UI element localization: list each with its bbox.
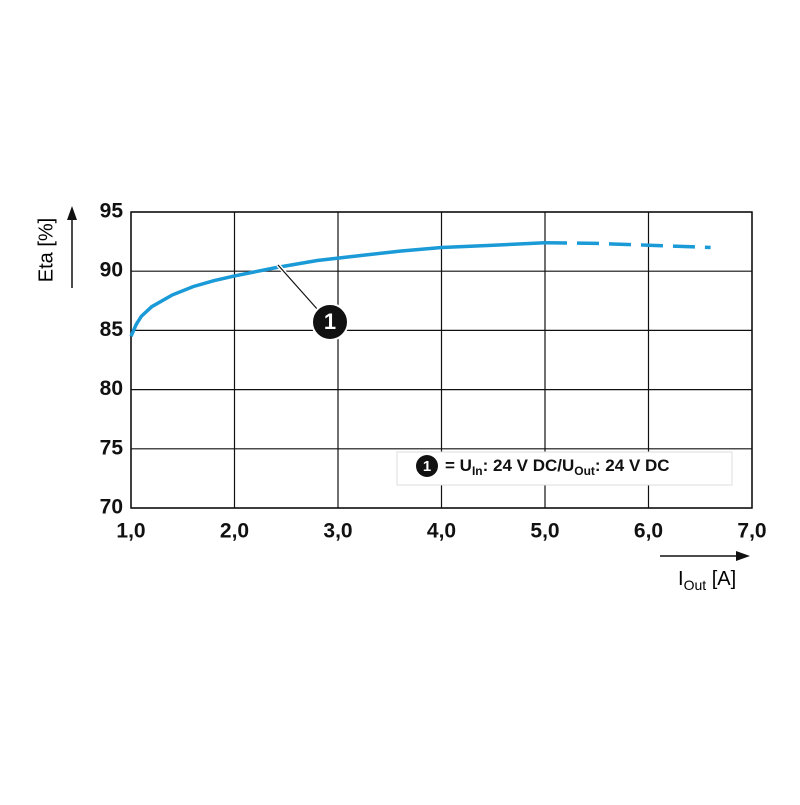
y-tick-label: 75 [100,436,124,459]
legend-box [396,451,733,486]
callout-label: 1 [324,309,336,334]
x-tick-label: 1,0 [116,520,145,543]
x-tick-label: 6,0 [634,520,663,543]
x-tick-label: 7,0 [737,520,766,543]
legend-sub: Out [574,464,595,478]
y-tick-label: 95 [100,200,124,223]
x-axis-arrowhead [736,551,750,561]
x-label-main: I [678,568,684,590]
legend-marker-circle [416,455,438,477]
y-axis-arrowhead [67,206,77,220]
data-line [544,241,711,250]
legend-sub: In [472,464,483,478]
callout-circle [311,303,349,341]
x-tick-label: 2,0 [220,520,249,543]
y-tick-label: 70 [100,496,123,519]
legend: 1 = UIn: 24 V DC/UOut: 24 V DC [396,451,733,486]
callout-line [277,264,319,311]
legend-part: = U [445,456,472,475]
x-tick-label: 4,0 [427,520,456,543]
legend-part: : 24 V DC [595,456,670,475]
y-tick-label: 85 [100,318,124,341]
y-tick-label: 90 [100,259,123,282]
data-line [129,241,546,338]
legend-text: = UIn: 24 V DC/UOut: 24 V DC [445,456,670,478]
x-label-sub: Out [684,577,707,593]
x-tick-label: 5,0 [530,520,559,543]
y-axis-label: Eta [%] [35,218,57,282]
x-label-unit: [A] [706,568,736,590]
legend-part: : 24 V DC/U [483,456,575,475]
legend-marker: 1 [423,458,431,475]
x-tick-label: 3,0 [323,520,352,543]
x-axis-label: IOut [A] [678,568,736,592]
plot-frame [130,211,753,509]
y-tick-label: 80 [100,377,123,400]
